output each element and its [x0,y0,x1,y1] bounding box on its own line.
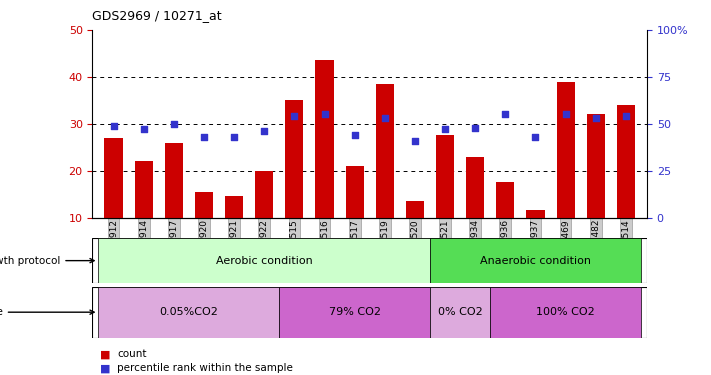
Point [259,128,270,134]
Bar [279,287,430,338]
Bar [466,157,484,218]
Text: count: count [117,350,146,359]
Point [228,134,240,140]
Bar [98,238,430,283]
Point [469,124,481,130]
Bar [105,138,122,218]
Bar [491,287,641,338]
Point [560,111,572,117]
Point [530,134,541,140]
Point [410,138,421,144]
Bar [255,171,273,217]
Bar [587,114,605,218]
Bar [225,196,243,217]
Bar [346,166,364,218]
Text: percentile rank within the sample: percentile rank within the sample [117,363,293,373]
Point [379,115,390,121]
Text: ■: ■ [100,350,110,359]
Point [108,123,119,129]
Bar [195,192,213,217]
Bar [134,161,153,218]
Point [168,121,179,127]
Point [349,132,360,138]
Bar [430,238,641,283]
Bar [617,105,635,218]
Text: 0.05%CO2: 0.05%CO2 [159,307,218,317]
Point [620,113,631,119]
Point [500,111,511,117]
Bar [557,82,574,218]
Text: dose: dose [0,307,94,317]
Text: 100% CO2: 100% CO2 [536,307,595,317]
Point [439,126,451,132]
Bar [98,287,279,338]
Text: ■: ■ [100,363,110,373]
Point [289,113,300,119]
Text: growth protocol: growth protocol [0,256,94,266]
Point [590,115,602,121]
Bar [526,210,545,218]
Point [198,134,210,140]
Point [319,111,330,117]
Text: 0% CO2: 0% CO2 [438,307,483,317]
Bar [496,182,514,218]
Text: Aerobic condition: Aerobic condition [216,256,313,266]
Text: GDS2969 / 10271_at: GDS2969 / 10271_at [92,9,222,22]
Text: 79% CO2: 79% CO2 [328,307,380,317]
Point [138,126,149,132]
Bar [316,60,333,217]
Bar [165,142,183,218]
Bar [285,100,304,218]
Bar [430,287,491,338]
Text: Anaerobic condition: Anaerobic condition [480,256,591,266]
Bar [436,135,454,218]
Bar [406,201,424,217]
Bar [375,84,394,218]
